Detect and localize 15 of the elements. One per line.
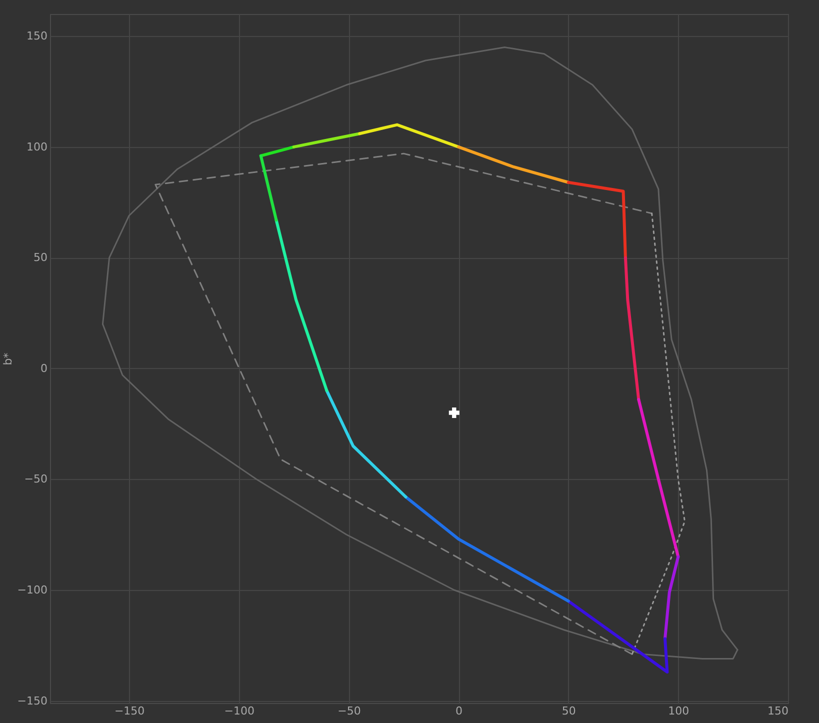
x-tick-label: 0	[456, 704, 463, 718]
y-axis-title: b*	[1, 352, 14, 366]
y-tick-label: 100	[26, 140, 48, 154]
y-tick-label: −100	[17, 584, 48, 597]
y-tick-label: 50	[34, 251, 48, 264]
y-tick-label: −50	[24, 472, 48, 486]
x-tick-label: 150	[768, 704, 788, 718]
x-tick-label: −100	[224, 704, 254, 718]
y-tick-label: 0	[40, 362, 48, 375]
y-tick-label: −150	[17, 694, 48, 708]
x-tick-label: −50	[338, 704, 361, 718]
x-tick-label: 100	[668, 704, 690, 718]
x-tick-label: −150	[114, 704, 145, 718]
y-tick-label: 150	[26, 30, 48, 43]
x-tick-label: 50	[562, 704, 576, 718]
